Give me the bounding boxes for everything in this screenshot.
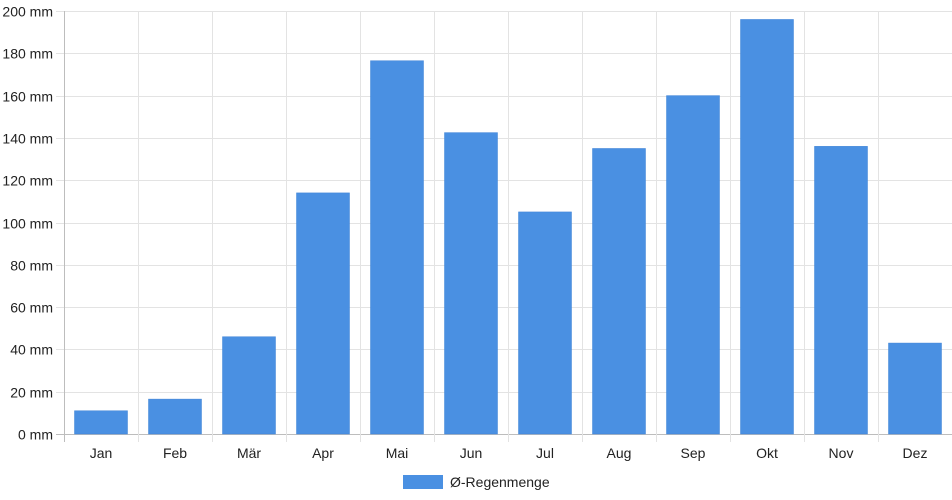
bar-7[interactable] — [518, 211, 572, 435]
bar-1[interactable] — [74, 410, 128, 435]
y-tick-label: 20 mm — [10, 385, 53, 401]
x-tick-label: Mär — [237, 445, 261, 461]
y-tick-label: 160 mm — [2, 89, 53, 105]
bars-layer — [74, 19, 942, 435]
x-tick-label: Jun — [460, 445, 483, 461]
legend[interactable]: Ø-Regenmenge — [403, 474, 550, 490]
x-tick-label: Mai — [386, 445, 409, 461]
x-tick-label: Sep — [681, 445, 706, 461]
bar-2[interactable] — [148, 398, 202, 435]
x-tick-label: Nov — [829, 445, 854, 461]
y-tick-label: 180 mm — [2, 46, 53, 62]
y-tick-label: 200 mm — [2, 4, 53, 20]
bar-10[interactable] — [740, 19, 794, 435]
bar-11[interactable] — [814, 146, 868, 435]
legend-swatch[interactable] — [403, 475, 443, 489]
x-tick-label: Apr — [312, 445, 334, 461]
x-tick-label: Jan — [90, 445, 113, 461]
bar-6[interactable] — [444, 132, 498, 435]
y-tick-label: 120 mm — [2, 173, 53, 189]
x-tick-label: Jul — [536, 445, 554, 461]
x-tick-label: Feb — [163, 445, 187, 461]
axis-layer: 0 mm 20 mm 40 mm 60 mm 80 mm 100 mm 120 mm 140 … — [2, 4, 927, 462]
y-tick-label: 140 mm — [2, 131, 53, 147]
x-tick-label: Aug — [607, 445, 632, 461]
grid-layer — [56, 11, 952, 442]
y-tick-label: 60 mm — [10, 300, 53, 316]
bar-12[interactable] — [888, 342, 942, 435]
y-tick-label: 40 mm — [10, 342, 53, 358]
y-tick-label: 100 mm — [2, 216, 53, 232]
x-tick-label: Okt — [756, 445, 778, 461]
bar-4[interactable] — [296, 192, 350, 435]
y-tick-label: 0 mm — [18, 427, 53, 443]
x-tick-label: Dez — [903, 445, 928, 461]
bar-5[interactable] — [370, 60, 424, 435]
y-tick-label: 80 mm — [10, 258, 53, 274]
bar-3[interactable] — [222, 336, 276, 435]
bar-8[interactable] — [592, 148, 646, 435]
bar-9[interactable] — [666, 95, 720, 435]
legend-label[interactable]: Ø-Regenmenge — [450, 474, 550, 490]
